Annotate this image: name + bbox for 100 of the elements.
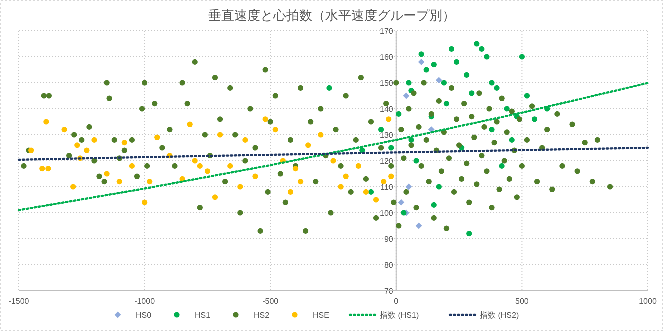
point [494, 85, 500, 91]
point [154, 134, 160, 140]
point [343, 174, 349, 180]
point [464, 72, 470, 78]
legend-label: HS2 [254, 311, 270, 320]
point [414, 158, 420, 164]
point [318, 132, 324, 138]
point [306, 142, 312, 148]
point [436, 184, 442, 190]
point [192, 158, 198, 164]
point [272, 127, 278, 133]
point [386, 116, 392, 122]
legend-label: 指数 (HS2) [479, 311, 520, 320]
point [484, 54, 490, 60]
point [212, 194, 218, 200]
point [416, 222, 422, 230]
point [396, 111, 402, 117]
point [142, 200, 148, 206]
point [519, 54, 525, 60]
point [122, 140, 128, 146]
x-tick-label: 0 [394, 297, 400, 306]
y-tick-label: 130 [380, 131, 394, 140]
x-tick-label: 500 [516, 297, 530, 306]
y-tick-label: 110 [380, 183, 394, 192]
point [28, 148, 34, 154]
point [70, 184, 76, 190]
point [147, 179, 153, 185]
point [129, 163, 136, 169]
x-tick-label: -500 [262, 297, 280, 306]
point [441, 80, 448, 86]
point [466, 231, 472, 237]
point [388, 145, 394, 151]
point [197, 163, 203, 169]
point [373, 197, 380, 203]
point [398, 199, 405, 206]
point [330, 158, 336, 164]
point [499, 163, 505, 169]
point [524, 93, 530, 99]
y-tick-label: 150 [380, 79, 394, 88]
point [326, 85, 332, 91]
point [104, 171, 110, 177]
point [406, 184, 412, 190]
point [436, 77, 442, 84]
x-tick-label: -1500 [8, 297, 30, 306]
point [509, 137, 515, 143]
point [403, 92, 410, 100]
point [489, 127, 495, 133]
point [368, 189, 374, 195]
point [44, 119, 50, 125]
point [204, 168, 210, 174]
point [262, 116, 268, 122]
legend-label: HS1 [195, 311, 212, 320]
point [292, 166, 299, 172]
point [242, 137, 248, 143]
point [388, 174, 394, 180]
point [356, 163, 362, 169]
y-tick-label: 80 [384, 261, 394, 270]
point [187, 122, 193, 128]
y-tick-label: 140 [380, 105, 394, 114]
point [84, 148, 90, 154]
point [363, 189, 370, 195]
y-tick-label: 120 [380, 157, 394, 166]
point [74, 142, 80, 148]
chart-title: 垂直速度と心拍数（水平速度グループ別） [208, 8, 456, 23]
point [217, 132, 224, 138]
point [431, 202, 437, 208]
point [418, 59, 425, 66]
point [252, 174, 258, 180]
x-tick-label: -1000 [134, 297, 156, 306]
line-series [18, 82, 650, 212]
point [532, 116, 538, 122]
point [401, 210, 407, 216]
point [46, 166, 52, 172]
point [448, 46, 455, 52]
point [238, 184, 244, 190]
point [116, 179, 122, 185]
point [298, 179, 304, 185]
point [228, 163, 234, 169]
point [40, 166, 46, 172]
y-tick-label: 100 [380, 209, 394, 218]
point [431, 62, 437, 68]
legend-label: HS0 [136, 311, 152, 320]
point [418, 52, 424, 58]
x-tick-label: 1000 [639, 297, 658, 306]
point [504, 106, 510, 112]
point [406, 80, 412, 86]
y-tick-label: 170 [380, 27, 394, 36]
point [444, 101, 450, 107]
point [454, 59, 460, 65]
legend-label: 指数 (HS1) [379, 311, 420, 320]
point [489, 80, 495, 86]
point [338, 184, 344, 190]
point [469, 90, 475, 96]
point [479, 46, 485, 52]
y-tick-label: 160 [380, 53, 394, 62]
point [408, 137, 414, 143]
point [424, 67, 430, 73]
point [288, 189, 294, 195]
legend-label: HSE [313, 311, 330, 320]
point [62, 127, 68, 133]
